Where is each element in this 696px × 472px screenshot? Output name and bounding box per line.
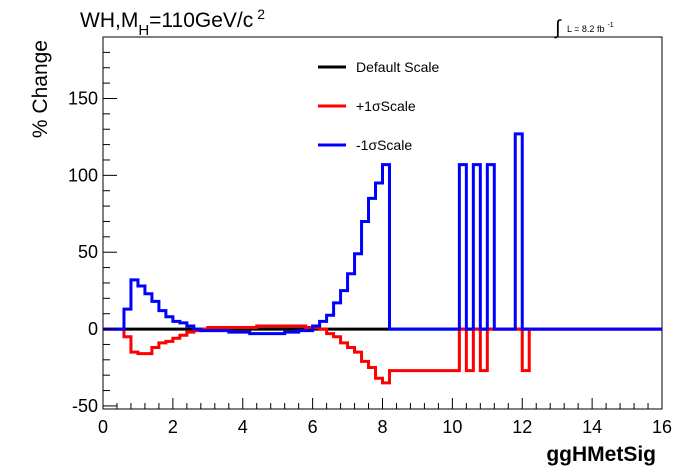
legend: Default Scale +1σScale -1σScale [318,59,439,153]
chart-title: WH,MH=110GeV/c 2 [80,6,265,39]
x-tick-label: 14 [582,417,602,437]
title-rest: =110GeV/c [149,9,253,32]
series-line-1 [103,324,662,385]
title-subscript: H [138,22,149,39]
y-tick-label: 150 [68,88,98,108]
lumi-main: L = 8.2 fb [567,24,604,34]
x-tick-label: 10 [442,417,462,437]
x-tick-label: 0 [98,417,108,437]
x-tick-label: 16 [652,417,672,437]
x-tick-label: 2 [168,417,178,437]
legend-label-plus1sigma: +1σScale [356,98,416,114]
legend-label-default: Default Scale [356,59,439,75]
y-tick-label: 0 [88,319,98,339]
series-layer [103,132,662,385]
x-tick-label: 12 [512,417,532,437]
x-axis-title: ggHMetSig [546,443,656,466]
lumi-label: L = 8.2 fb -1 [567,22,614,34]
title-superscript: 2 [257,6,265,22]
y-tick-label: 100 [68,165,98,185]
y-tick-label: 50 [78,242,98,262]
x-tick-label: 6 [308,417,318,437]
plot-frame [102,36,663,410]
integral-sign: ∫ [554,17,562,39]
x-tick-label: 8 [377,417,387,437]
x-tick-label: 4 [238,417,248,437]
lumi-superscript: -1 [607,22,613,29]
y-axis-title: % Change [29,40,52,138]
series-line-2 [103,132,662,336]
title-main: WH,M [80,9,138,32]
legend-label-minus1sigma: -1σScale [356,137,412,153]
y-tick-label: -50 [72,396,98,416]
